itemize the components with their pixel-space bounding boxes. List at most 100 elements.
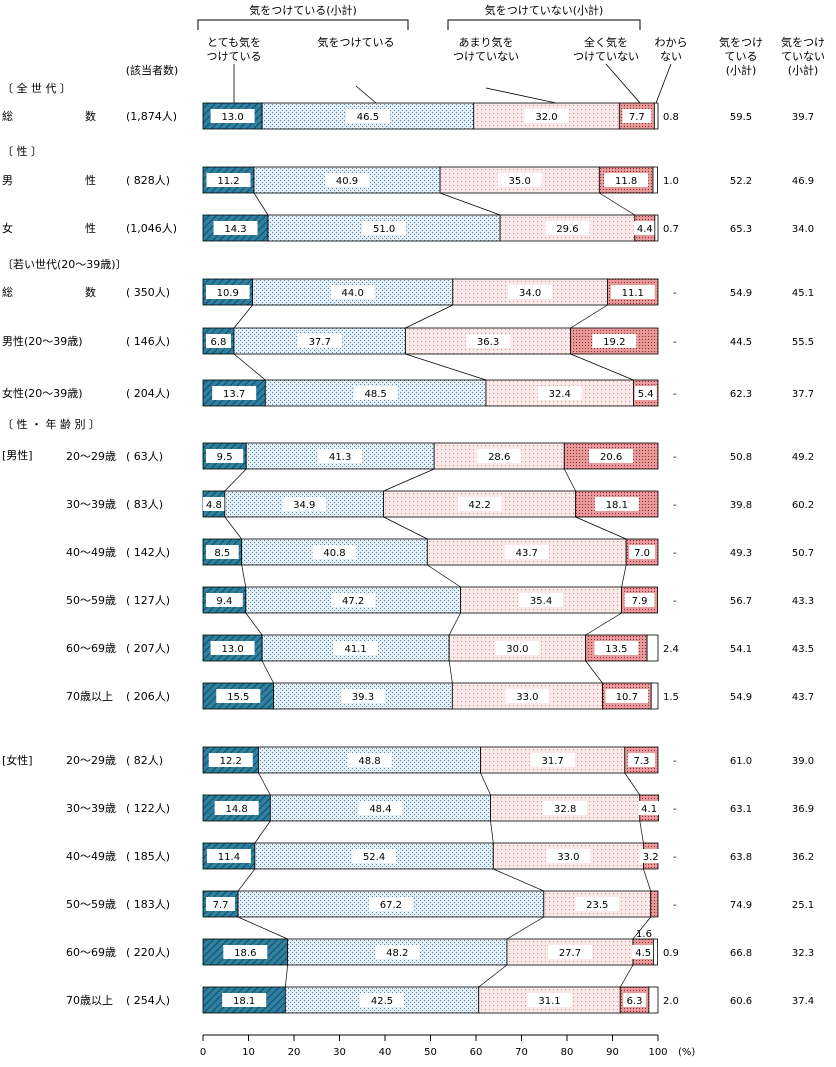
data-label-bg — [575, 897, 620, 911]
connector-line — [383, 516, 428, 540]
data-label: 14.3 — [224, 224, 246, 235]
data-label: 35.4 — [530, 596, 552, 607]
data-label: 15.5 — [227, 692, 249, 703]
data-label: 31.1 — [538, 996, 560, 1007]
bar-segment-not-careful-at-all — [650, 890, 659, 918]
connector-line — [478, 964, 508, 988]
connector-line — [233, 304, 253, 329]
row-label: 40〜49歳 — [66, 850, 116, 863]
connector-line — [639, 820, 644, 844]
data-label-bg — [604, 173, 649, 187]
row-label: 40〜49歳 — [66, 546, 116, 559]
bar-row: 女性(20〜39歳) ( 204人) 13.7 48.5 32.4 5.4 - 62.3 37.… — [2, 379, 814, 407]
section-label-all: 〔 全 世 代 〕 — [2, 81, 71, 95]
subtotal-care-value: 63.1 — [730, 804, 752, 815]
subtotal-not-value: 55.5 — [792, 337, 814, 348]
data-label-bg — [543, 801, 588, 815]
data-label: 48.4 — [369, 804, 391, 815]
data-label: 33.0 — [557, 852, 579, 863]
data-label: 40.8 — [323, 548, 345, 559]
section-label-young: 〔若い世代(20〜39歳)〕 — [2, 258, 127, 271]
data-label-bg — [505, 689, 550, 703]
data-label: 42.2 — [469, 500, 491, 511]
x-axis: 0 10 20 30 40 50 60 70 80 90 100 (%) — [200, 1034, 695, 1058]
data-label: 10.9 — [217, 288, 239, 299]
data-label-bg — [362, 221, 407, 235]
connector-line — [383, 468, 435, 492]
subtotal-not-label-1: 気をつけ — [781, 35, 825, 49]
connector-line — [575, 516, 627, 540]
data-label-bg — [312, 545, 357, 559]
row-n-count: (1,874人) — [126, 110, 177, 123]
subtotal-care-value: 39.8 — [730, 500, 752, 511]
data-label-bg — [216, 689, 261, 703]
data-label: 23.5 — [586, 900, 608, 911]
n-header-label: (該当者数) — [126, 63, 179, 77]
cat-notatall-label-2: つけていない — [573, 50, 639, 63]
data-label-bg — [206, 593, 243, 607]
dont-know-value: 1.0 — [663, 176, 679, 187]
data-label-bg — [206, 173, 251, 187]
dont-know-value: - — [673, 804, 677, 815]
data-label-bg — [325, 173, 370, 187]
data-label: 7.3 — [633, 756, 649, 767]
data-label-bg — [222, 993, 267, 1007]
data-label: 34.0 — [519, 288, 541, 299]
x-tick-label: 40 — [379, 1047, 392, 1058]
data-label: 30.0 — [506, 644, 528, 655]
subtotal-care-value: 65.3 — [730, 224, 752, 235]
cat-dontknow-label-2: ない — [660, 50, 682, 63]
bar-segment-dont-know — [648, 986, 659, 1014]
data-label: 28.6 — [488, 452, 510, 463]
data-label: 41.1 — [345, 644, 367, 655]
dont-know-value: - — [673, 288, 677, 299]
data-label-bg — [213, 221, 258, 235]
subtotal-not-value: 36.2 — [792, 852, 814, 863]
cat-notatall-label-1: 全く気を — [584, 35, 628, 49]
subtotal-care-value: 54.9 — [730, 692, 752, 703]
subtotal-care-value: 44.5 — [730, 337, 752, 348]
connector-line — [619, 964, 634, 988]
data-label-bg — [547, 945, 592, 959]
connector-line — [427, 564, 461, 588]
data-label: 42.5 — [371, 996, 393, 1007]
subtotal-not-value: 60.2 — [792, 500, 814, 511]
data-label: 11.4 — [218, 852, 240, 863]
dont-know-value: - — [673, 596, 677, 607]
subtotal-not-value: 34.0 — [792, 224, 814, 235]
data-label: 12.2 — [220, 756, 242, 767]
row-label: 30〜39歳 — [66, 802, 116, 815]
bar-row: 女 性 (1,046人) 14.3 51.0 29.6 4.4 0.7 65.3 34.0 — [2, 214, 814, 242]
subtotal-care-value: 54.1 — [730, 644, 752, 655]
data-label: 13.7 — [223, 389, 245, 400]
row-label: 男性(20〜39歳) — [2, 334, 83, 348]
data-label-bg — [524, 109, 569, 123]
bar-segment-not-very-careful — [506, 938, 634, 966]
subtotal-care-value: 61.0 — [730, 756, 752, 767]
row-n-count: ( 207人) — [126, 642, 170, 655]
cat-notmuch-label-1: あまり気を — [459, 35, 514, 49]
row-label: 70歳以上 — [66, 690, 113, 703]
dont-know-value: - — [673, 337, 677, 348]
data-label-bg — [360, 993, 405, 1007]
data-label: 7.9 — [632, 596, 648, 607]
data-label-bg — [466, 334, 511, 348]
data-label-bg — [594, 497, 639, 511]
row-label: 女性(20〜39歳) — [2, 386, 83, 400]
cat-somewhat-label: 気をつけている — [318, 35, 395, 49]
subtotal-not-value: 39.7 — [792, 112, 814, 123]
data-label: 48.5 — [365, 389, 387, 400]
dont-know-value: 2.0 — [663, 996, 679, 1007]
connector-line — [570, 304, 608, 329]
data-label: 32.8 — [554, 804, 576, 815]
data-label: 13.5 — [605, 644, 627, 655]
subtotal-not-value: 43.5 — [792, 644, 814, 655]
data-label-bg — [330, 285, 375, 299]
data-label-bg — [345, 109, 390, 123]
data-label: 14.8 — [226, 804, 248, 815]
data-label-bg — [210, 641, 255, 655]
subtotal-not-value: 32.3 — [792, 948, 814, 959]
subtotal-not-value: 50.7 — [792, 548, 814, 559]
bar-row: 20〜29歳 ( 82人) 12.2 48.8 31.7 7.3 - 61.0 39.0 — [66, 746, 814, 774]
